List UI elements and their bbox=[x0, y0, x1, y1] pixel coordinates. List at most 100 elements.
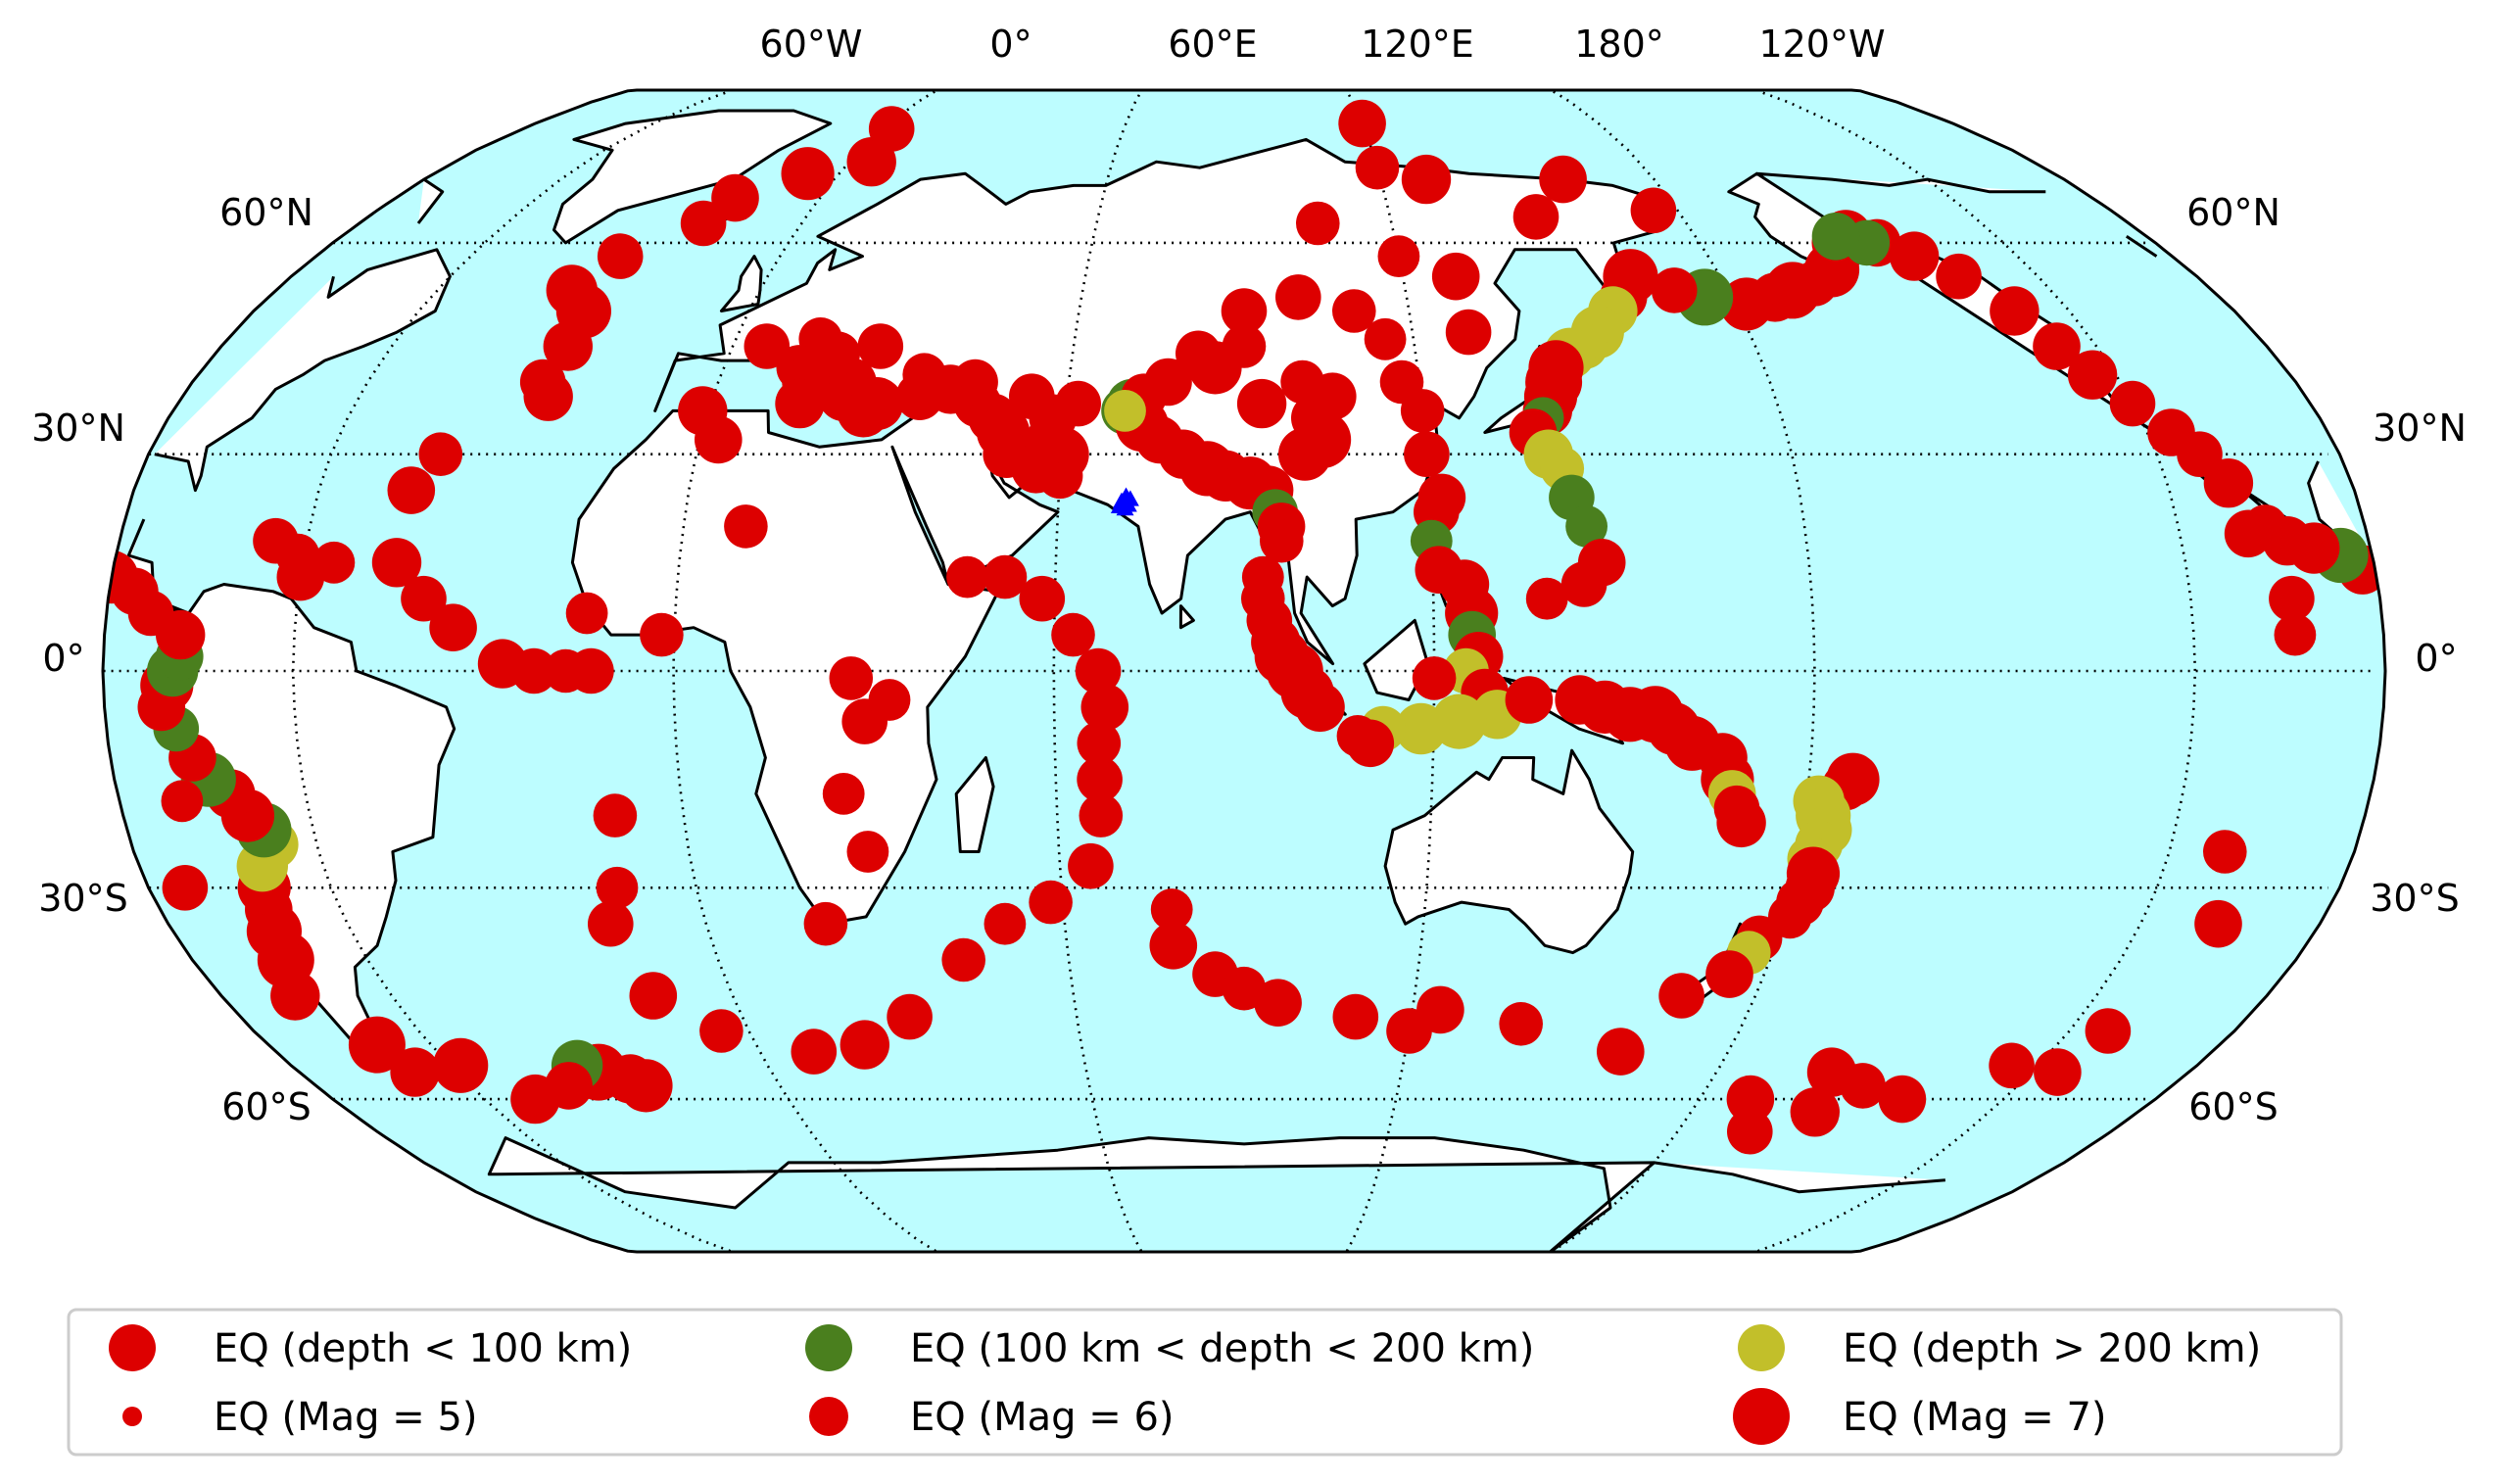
earthquake-marker bbox=[1377, 235, 1420, 277]
earthquake-marker bbox=[1989, 1042, 2035, 1089]
earthquake-marker bbox=[1400, 389, 1445, 433]
latitude-labels-left: 60°N 30°N 0° 30°S 60°S bbox=[31, 191, 313, 1128]
earthquake-marker bbox=[1936, 253, 1982, 300]
earthquake-marker bbox=[1260, 518, 1304, 563]
lon-label-120w: 120°W bbox=[1758, 23, 1885, 66]
earthquake-marker bbox=[1651, 267, 1698, 313]
earthquake-marker bbox=[546, 264, 598, 316]
earthquake-marker bbox=[829, 656, 874, 700]
earthquake-marker bbox=[1150, 888, 1193, 931]
earthquake-marker bbox=[477, 639, 528, 689]
earthquake-marker bbox=[2033, 322, 2081, 370]
earthquake-marker bbox=[678, 386, 728, 436]
earthquake-marker bbox=[984, 902, 1027, 945]
station-triangle-icon bbox=[1117, 487, 1135, 503]
earthquake-marker bbox=[2269, 575, 2315, 622]
earthquake-marker bbox=[1346, 719, 1395, 768]
earthquake-marker bbox=[1878, 1075, 1927, 1124]
latitude-labels-right: 60°N 30°N 0° 30°S 60°S bbox=[2186, 191, 2467, 1128]
earthquake-marker bbox=[371, 538, 422, 588]
earthquake-marker bbox=[1149, 922, 1198, 970]
earthquake-marker bbox=[1445, 309, 1492, 356]
lat-label-left-60n: 60°N bbox=[219, 191, 313, 234]
earthquake-marker bbox=[1009, 373, 1055, 420]
earthquake-marker bbox=[390, 1047, 440, 1097]
earthquake-marker bbox=[1416, 985, 1464, 1034]
earthquake-marker bbox=[253, 517, 299, 564]
earthquake-marker bbox=[946, 555, 988, 598]
earthquake-marker bbox=[1241, 555, 1284, 598]
lon-label-0: 0° bbox=[989, 23, 1032, 66]
lon-label-60e: 60°E bbox=[1168, 23, 1257, 66]
landmass bbox=[719, 255, 763, 312]
earthquake-marker bbox=[1539, 155, 1587, 204]
earthquake-marker bbox=[510, 1074, 560, 1125]
earthquake-marker bbox=[850, 377, 904, 431]
earthquake-marker bbox=[568, 647, 614, 694]
earthquake-marker bbox=[1719, 277, 1773, 331]
legend-marker-mag6 bbox=[809, 1397, 848, 1436]
earthquake-marker bbox=[791, 1029, 838, 1075]
earthquake-marker bbox=[775, 378, 825, 429]
earthquake-marker bbox=[433, 1037, 489, 1093]
station-triangle-icon bbox=[1110, 497, 1128, 513]
earthquake-marker bbox=[1254, 979, 1302, 1027]
earthquake-marker bbox=[629, 972, 678, 1020]
legend-label-deep: EQ (depth > 200 km) bbox=[1843, 1326, 2261, 1371]
earthquake-marker bbox=[1332, 289, 1376, 333]
lat-label-right-60n: 60°N bbox=[2186, 191, 2280, 234]
earthquake-marker bbox=[1104, 390, 1146, 432]
earthquake-marker bbox=[1338, 99, 1386, 148]
legend-marker-shallow bbox=[109, 1324, 156, 1371]
landmass bbox=[487, 1136, 1946, 1252]
legend-marker-intermediate bbox=[805, 1324, 852, 1371]
earthquake-marker bbox=[1431, 252, 1480, 301]
legend-label-mag7: EQ (Mag = 7) bbox=[1843, 1395, 2107, 1440]
earthquake-marker bbox=[803, 901, 848, 946]
lat-label-left-30s: 30°S bbox=[38, 877, 127, 920]
meridian-line bbox=[1345, 90, 1436, 1252]
earthquake-marker bbox=[1236, 378, 1287, 429]
earthquake-marker bbox=[1079, 793, 1124, 838]
lat-label-left-30n: 30°N bbox=[31, 407, 125, 450]
world-map bbox=[101, 88, 2387, 1254]
earthquake-marker bbox=[2109, 380, 2156, 427]
landmass bbox=[122, 171, 2363, 615]
earthquake-marker bbox=[1222, 324, 1267, 368]
earthquake-marker bbox=[1029, 880, 1073, 925]
meridian-line bbox=[1052, 90, 1143, 1252]
earthquake-marker bbox=[846, 831, 889, 873]
earthquake-marker bbox=[1395, 702, 1447, 755]
earthquake-marker bbox=[1565, 505, 1607, 548]
earthquake-marker bbox=[1364, 317, 1407, 360]
earthquake-marker bbox=[840, 1020, 889, 1070]
earthquake-marker bbox=[2067, 350, 2118, 400]
earthquake-marker bbox=[1505, 676, 1554, 724]
landmass bbox=[552, 109, 833, 245]
earthquake-marker bbox=[596, 866, 639, 909]
earthquake-markers bbox=[103, 99, 2385, 1155]
earthquake-marker bbox=[1051, 612, 1095, 657]
lon-label-120e: 120°E bbox=[1361, 23, 1474, 66]
earthquake-marker bbox=[1144, 358, 1192, 407]
map-boundary bbox=[101, 88, 2387, 1254]
earthquake-marker bbox=[1790, 1087, 1841, 1137]
earthquake-marker bbox=[348, 1016, 406, 1074]
legend-label-intermediate: EQ (100 km < depth < 200 km) bbox=[910, 1326, 1534, 1371]
earthquake-marker bbox=[162, 865, 209, 911]
earthquake-marker bbox=[699, 1009, 744, 1053]
earthquake-marker bbox=[1401, 154, 1452, 205]
legend-marker-mag7 bbox=[1733, 1388, 1790, 1445]
earthquake-marker bbox=[868, 106, 915, 152]
landmass bbox=[1383, 748, 1635, 955]
earthquake-marker bbox=[711, 173, 759, 222]
legend: EQ (depth < 100 km) EQ (100 km < depth <… bbox=[67, 1308, 2343, 1457]
earthquake-marker bbox=[887, 993, 933, 1040]
earthquake-marker bbox=[640, 612, 684, 657]
earthquake-marker bbox=[1716, 797, 1766, 848]
earthquake-marker bbox=[868, 679, 911, 721]
earthquake-marker bbox=[2203, 830, 2247, 874]
earthquake-marker bbox=[816, 331, 861, 376]
earthquake-marker bbox=[983, 554, 1028, 599]
